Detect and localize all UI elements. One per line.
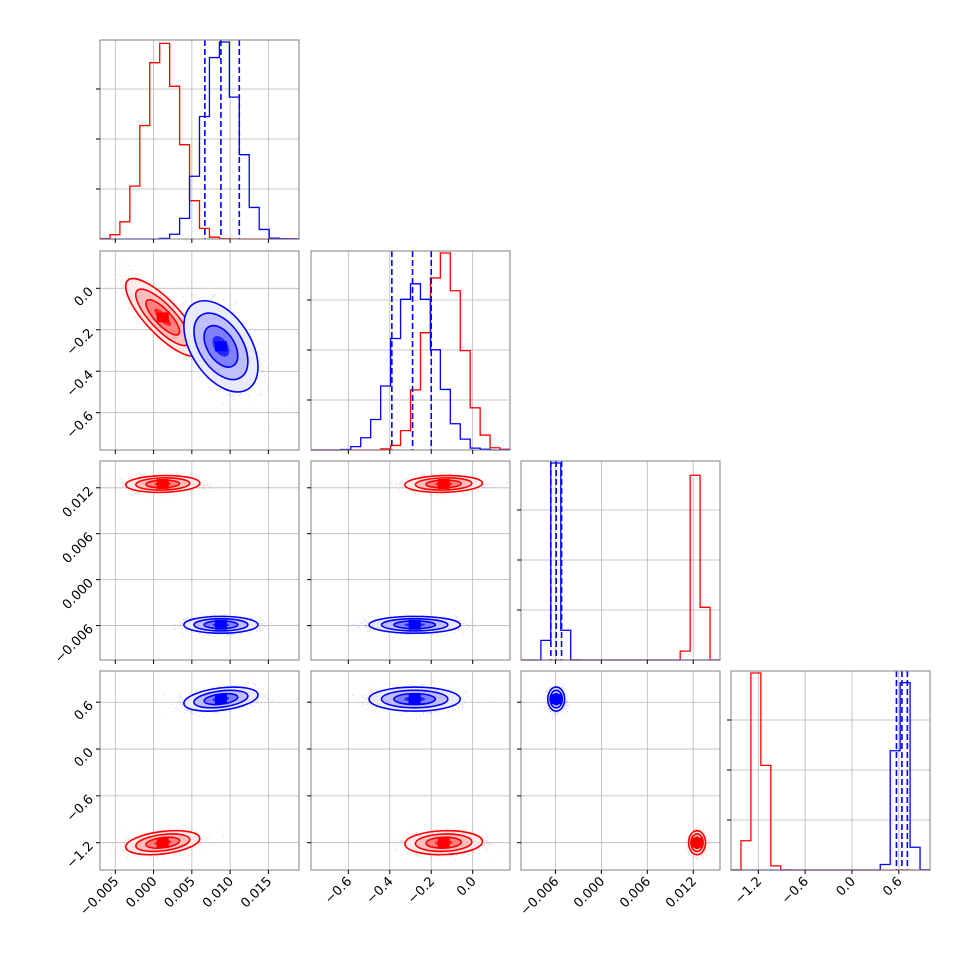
y-tick-label: 0.000 bbox=[60, 576, 97, 613]
sample-points-series-1 bbox=[171, 281, 295, 428]
density-peak-series-0 bbox=[156, 312, 169, 323]
y-tick-label: −0.006 bbox=[52, 622, 97, 667]
x-tick-label: 0.012 bbox=[663, 874, 700, 911]
density-peak-series-1 bbox=[214, 619, 227, 630]
density-peak-series-1 bbox=[550, 694, 563, 705]
x-tick-label: 0.006 bbox=[617, 874, 654, 911]
samples-0-2 bbox=[105, 470, 295, 638]
y-tick-label: −0.2 bbox=[64, 326, 97, 359]
panel-grid bbox=[100, 40, 299, 239]
x-tick-label: −0.4 bbox=[364, 874, 397, 907]
x-tick-label: 0.005 bbox=[162, 874, 199, 911]
samples-0-1 bbox=[106, 251, 295, 428]
samples-1-3 bbox=[352, 681, 503, 861]
samples-2-3 bbox=[543, 679, 712, 860]
panel-frame bbox=[310, 460, 511, 661]
density-peak-series-0 bbox=[156, 837, 169, 848]
x-tick-label: 0.015 bbox=[238, 874, 275, 911]
y-tick-label: 0.012 bbox=[60, 484, 97, 521]
density-peak-series-1 bbox=[214, 694, 227, 705]
samples-1-2 bbox=[345, 470, 508, 637]
panel-frame bbox=[99, 460, 300, 661]
y-tick-label: −0.6 bbox=[64, 792, 97, 825]
y-tick-label: −0.6 bbox=[64, 409, 97, 442]
x-tick-label: −0.6 bbox=[779, 874, 812, 907]
x-tick-label: −1.2 bbox=[732, 874, 765, 907]
y-tick-label: 0.0 bbox=[72, 745, 97, 770]
x-tick-label: −0.6 bbox=[322, 874, 355, 907]
x-tick-label: −0.005 bbox=[78, 874, 123, 919]
panel-frame bbox=[99, 250, 300, 451]
density-peak-series-0 bbox=[437, 837, 450, 848]
x-tick-label: 0.0 bbox=[454, 874, 479, 899]
x-tick-label: 0.010 bbox=[200, 874, 237, 911]
histogram-series-0 bbox=[311, 252, 511, 451]
density-peak-series-1 bbox=[408, 694, 421, 705]
histogram-series-1 bbox=[311, 283, 511, 451]
panel-frame bbox=[520, 670, 721, 871]
y-tick-label: −1.2 bbox=[64, 839, 97, 872]
density-peak-series-0 bbox=[437, 478, 450, 489]
panel-frame bbox=[310, 670, 511, 871]
panel-frame bbox=[99, 670, 300, 871]
x-tick-label: −0.2 bbox=[405, 874, 438, 907]
x-tick-label: 0.000 bbox=[123, 874, 160, 911]
x-tick-label: 0.000 bbox=[571, 874, 608, 911]
density-peak-series-0 bbox=[691, 837, 704, 848]
y-tick-label: 0.0 bbox=[72, 285, 97, 310]
y-tick-label: −0.4 bbox=[64, 367, 97, 400]
x-tick-label: 0.6 bbox=[880, 874, 905, 899]
samples-0-3 bbox=[110, 673, 273, 860]
density-peak-series-0 bbox=[156, 478, 169, 489]
x-tick-label: 0.0 bbox=[834, 874, 859, 899]
x-tick-label: −0.006 bbox=[518, 874, 563, 919]
density-peak-series-1 bbox=[408, 619, 421, 630]
y-tick-label: 0.006 bbox=[60, 530, 97, 567]
density-peak-series-1 bbox=[214, 341, 227, 352]
tick-labels: −0.005 0.000 0.005 0.010 0.015 −0.6 −0.4 −0.2 0.… bbox=[52, 88, 906, 919]
y-tick-label: 0.6 bbox=[72, 698, 97, 723]
